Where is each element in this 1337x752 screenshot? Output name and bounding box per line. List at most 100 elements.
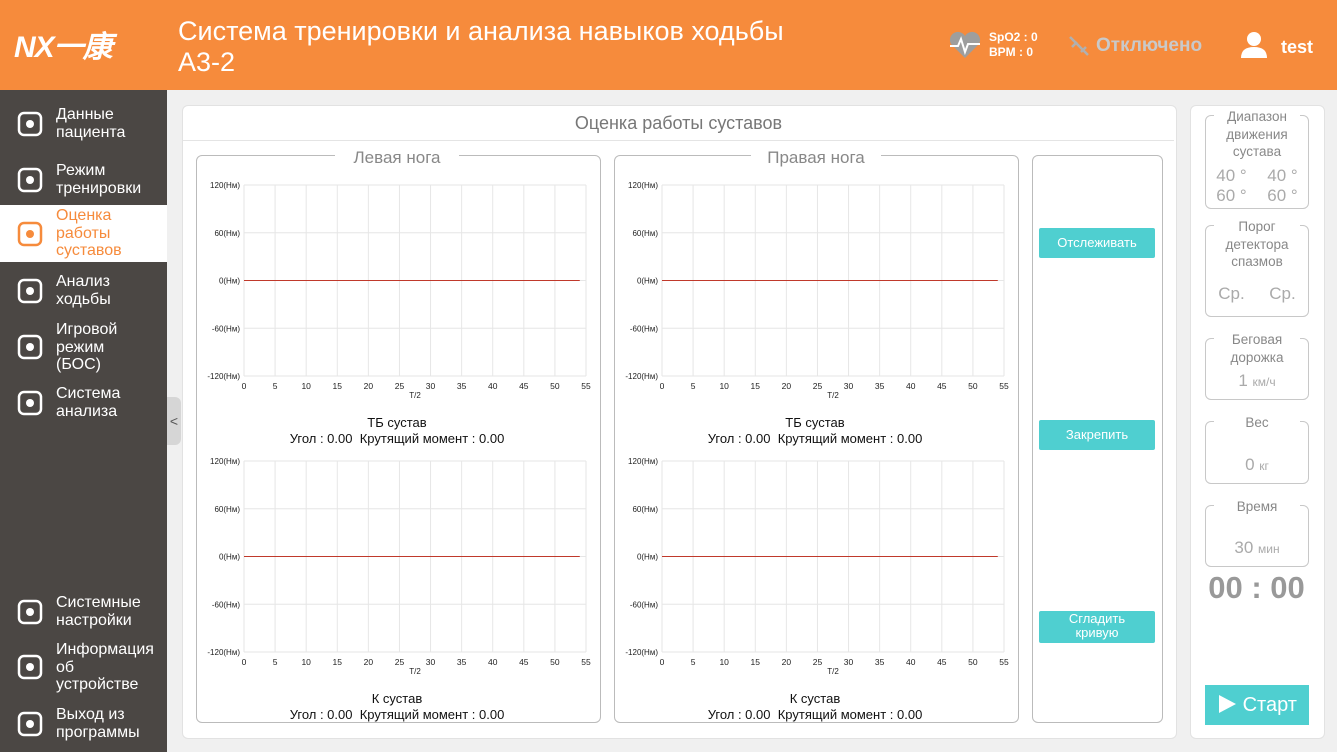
nav-line: Информация	[56, 641, 154, 658]
track-button[interactable]: Отслеживать	[1039, 228, 1155, 258]
setting-value: Ср.	[1269, 284, 1296, 303]
nav-line: Системные	[56, 594, 141, 611]
value: 0	[1245, 455, 1255, 474]
btn-text: Сгладить	[1068, 611, 1126, 626]
setting-label: Порог детектора спазмов	[1214, 218, 1300, 271]
nav-line: Игровой	[56, 321, 118, 338]
nav-line: Система	[56, 385, 121, 402]
label-line: движения	[1226, 126, 1288, 142]
nav-label: Системные настройки	[56, 594, 141, 629]
nav-label: Игровой режим (БОС)	[56, 321, 117, 374]
leg-box	[196, 155, 601, 723]
nav-line: работы	[56, 224, 111, 242]
pin-button[interactable]: Закрепить	[1039, 420, 1155, 450]
link-icon	[1069, 36, 1089, 56]
nav-item[interactable]: Выход из программы	[0, 704, 167, 743]
setting-box: Беговая дорожка 1 км/ч	[1205, 331, 1309, 400]
logo: NX一康	[14, 31, 113, 64]
nav-line: Режим	[56, 162, 106, 179]
title-line: Система тренировки и анализа навыков ход…	[178, 16, 784, 46]
nav-item[interactable]: Оценка работы суставов	[0, 205, 167, 262]
icon-shape	[26, 663, 34, 672]
collapse-tab[interactable]: <	[167, 397, 181, 445]
nav-line: суставов	[56, 242, 122, 259]
icon-shape	[26, 343, 34, 352]
label-line: Вес	[1245, 415, 1269, 430]
label-line: Порог	[1238, 219, 1276, 234]
start-text: Старт	[1242, 694, 1297, 716]
nav-item[interactable]: Информация об устройстве	[0, 639, 167, 696]
setting-value: 0 кг	[1206, 455, 1308, 475]
leg-title: Левая нога	[335, 148, 459, 168]
leg-box	[614, 155, 1019, 723]
setting-box: Диапазон движения сустава 40 ° 40 ° 60 ° 60 °	[1205, 108, 1309, 209]
icon-shape	[26, 229, 34, 238]
nav-line: (БОС)	[56, 356, 101, 373]
nav-icon	[17, 335, 43, 360]
setting-value: 30 мин	[1206, 538, 1308, 558]
sidebar	[0, 90, 167, 752]
divider	[183, 140, 1174, 141]
nav-line: Выход из	[56, 706, 125, 723]
label-line: детектора	[1225, 236, 1289, 252]
nav-label: Информация об устройстве	[56, 641, 154, 694]
setting-label: Беговая дорожка	[1214, 331, 1300, 366]
value: 30	[1234, 538, 1254, 557]
nav-line: программы	[56, 723, 140, 741]
icon-shape	[26, 607, 34, 616]
icon-shape	[17, 278, 43, 303]
nav-label: Выход из программы	[56, 706, 140, 741]
user-name[interactable]: test	[1281, 37, 1314, 57]
setting-value: 60 °	[1216, 186, 1247, 205]
nav-line: Оценка	[56, 207, 112, 224]
nav-item[interactable]: Анализ ходьбы	[0, 271, 167, 310]
nav-item[interactable]: Системные настройки	[0, 592, 167, 631]
nav-line: режим	[56, 338, 105, 356]
setting-box: Вес 0 кг	[1205, 414, 1309, 484]
nav-line: настройки	[56, 611, 132, 629]
nav-item[interactable]: Игровой режим (БОС)	[0, 319, 167, 376]
nav-item[interactable]: Данные пациента	[0, 104, 167, 143]
icon-shape	[26, 175, 34, 184]
unit: мин	[1258, 542, 1280, 556]
nav-icon	[17, 599, 43, 624]
nav-icon	[17, 390, 43, 415]
bpm: BPM : 0	[989, 45, 1034, 59]
icon-shape	[26, 286, 34, 295]
setting-box: Порог детектора спазмов Ср. Ср.	[1205, 218, 1309, 317]
icon-shape	[26, 719, 34, 728]
setting-box: Время 30 мин	[1205, 498, 1309, 567]
setting-value: 60 °	[1267, 186, 1298, 205]
label-line: дорожка	[1230, 349, 1284, 365]
panel-title: Оценка работы суставов	[574, 113, 783, 133]
setting-label: Диапазон движения сустава	[1214, 108, 1300, 161]
btn-text: Закрепить	[1065, 427, 1129, 442]
nav-icon	[17, 278, 43, 303]
leg-title: Правая нога	[751, 148, 881, 168]
icon-shape	[17, 335, 43, 360]
btn-text: кривую	[1075, 625, 1119, 640]
nav-line: Данные	[56, 106, 114, 123]
setting-value: Ср.	[1218, 284, 1245, 303]
start-button[interactable]: Старт	[1205, 685, 1309, 725]
setting-value: 40 °	[1267, 166, 1298, 185]
icon-shape	[17, 711, 43, 736]
nav-item[interactable]: Система анализа	[0, 383, 167, 422]
icon-shape	[17, 390, 43, 415]
app-title: Система тренировки и анализа навыков ход…	[178, 16, 784, 78]
setting-value: 40 °	[1216, 166, 1247, 185]
connection-status: Отключено	[1096, 35, 1203, 56]
nav-line: пациента	[56, 123, 126, 141]
label-line: Беговая	[1231, 332, 1283, 347]
vitals: SpO2 : 0 BPM : 0	[989, 30, 1038, 60]
setting-label: Время	[1214, 498, 1300, 516]
nav-icon	[17, 221, 43, 246]
header: NX一康 Система тренировки и анализа навыко…	[0, 0, 1337, 90]
btn-text: Отслеживать	[1057, 235, 1137, 250]
smooth-button[interactable]: Сгладить кривую	[1039, 611, 1155, 643]
nav-label: Данные пациента	[56, 106, 125, 141]
timer: 00 : 00	[1208, 570, 1305, 605]
nav-label: Режим тренировки	[56, 162, 141, 197]
nav-item[interactable]: Режим тренировки	[0, 160, 167, 199]
